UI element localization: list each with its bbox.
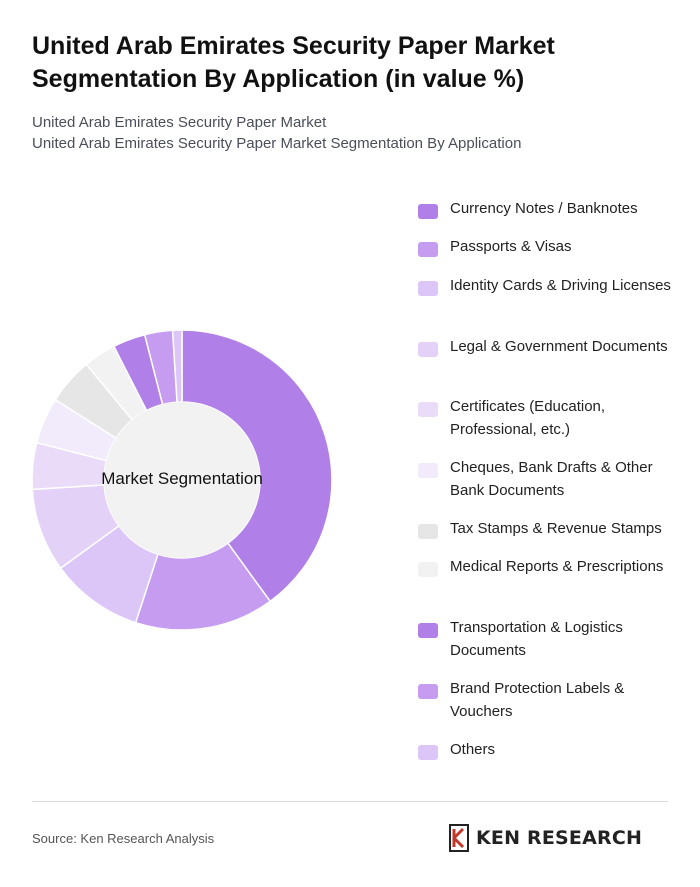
- donut-center-label: Market Segmentation: [101, 469, 263, 488]
- legend-swatch: [418, 684, 438, 699]
- chart-subtitle: United Arab Emirates Security Paper Mark…: [32, 112, 672, 154]
- legend-swatch: [418, 562, 438, 577]
- legend-label: Medical Reports & Prescriptions: [450, 558, 664, 575]
- legend-swatch: [418, 524, 438, 539]
- legend-label: Cheques, Bank Drafts & Other Bank Docume…: [450, 459, 653, 499]
- legend-label: Legal & Government Documents: [450, 338, 668, 355]
- source-note: Source: Ken Research Analysis: [32, 831, 215, 846]
- legend-swatch: [418, 463, 438, 478]
- legend-label: Brand Protection Labels & Vouchers: [450, 680, 625, 720]
- legend-label: Tax Stamps & Revenue Stamps: [450, 520, 662, 537]
- donut-hole: [104, 402, 260, 558]
- legend-label: Identity Cards & Driving Licenses: [450, 277, 671, 294]
- donut-chart: Market Segmentation: [0, 300, 360, 660]
- subtitle-line-2: United Arab Emirates Security Paper Mark…: [32, 135, 522, 152]
- legend-swatch: [418, 623, 438, 638]
- brand-name: KEN RESEARCH: [476, 827, 643, 849]
- legend-swatch: [418, 281, 438, 296]
- ken-research-logo-icon: [449, 824, 469, 852]
- legend-label: Others: [450, 741, 496, 758]
- legend-swatch: [418, 242, 438, 257]
- chart-title: United Arab Emirates Security Paper Mark…: [32, 32, 555, 93]
- legend-label: Currency Notes / Banknotes: [450, 200, 638, 217]
- donut-svg: [31, 329, 333, 631]
- legend-swatch: [418, 745, 438, 760]
- subtitle-line-1: United Arab Emirates Security Paper Mark…: [32, 114, 327, 131]
- footer-divider: [32, 801, 668, 802]
- legend-label: Transportation & Logistics Documents: [450, 619, 623, 659]
- legend-swatch: [418, 204, 438, 219]
- legend-label: Certificates (Education, Professional, e…: [450, 398, 606, 438]
- legend-swatch: [418, 402, 438, 417]
- legend-swatch: [418, 342, 438, 357]
- ken-research-logo: KEN RESEARCH: [448, 824, 670, 852]
- legend-label: Passports & Visas: [450, 238, 572, 255]
